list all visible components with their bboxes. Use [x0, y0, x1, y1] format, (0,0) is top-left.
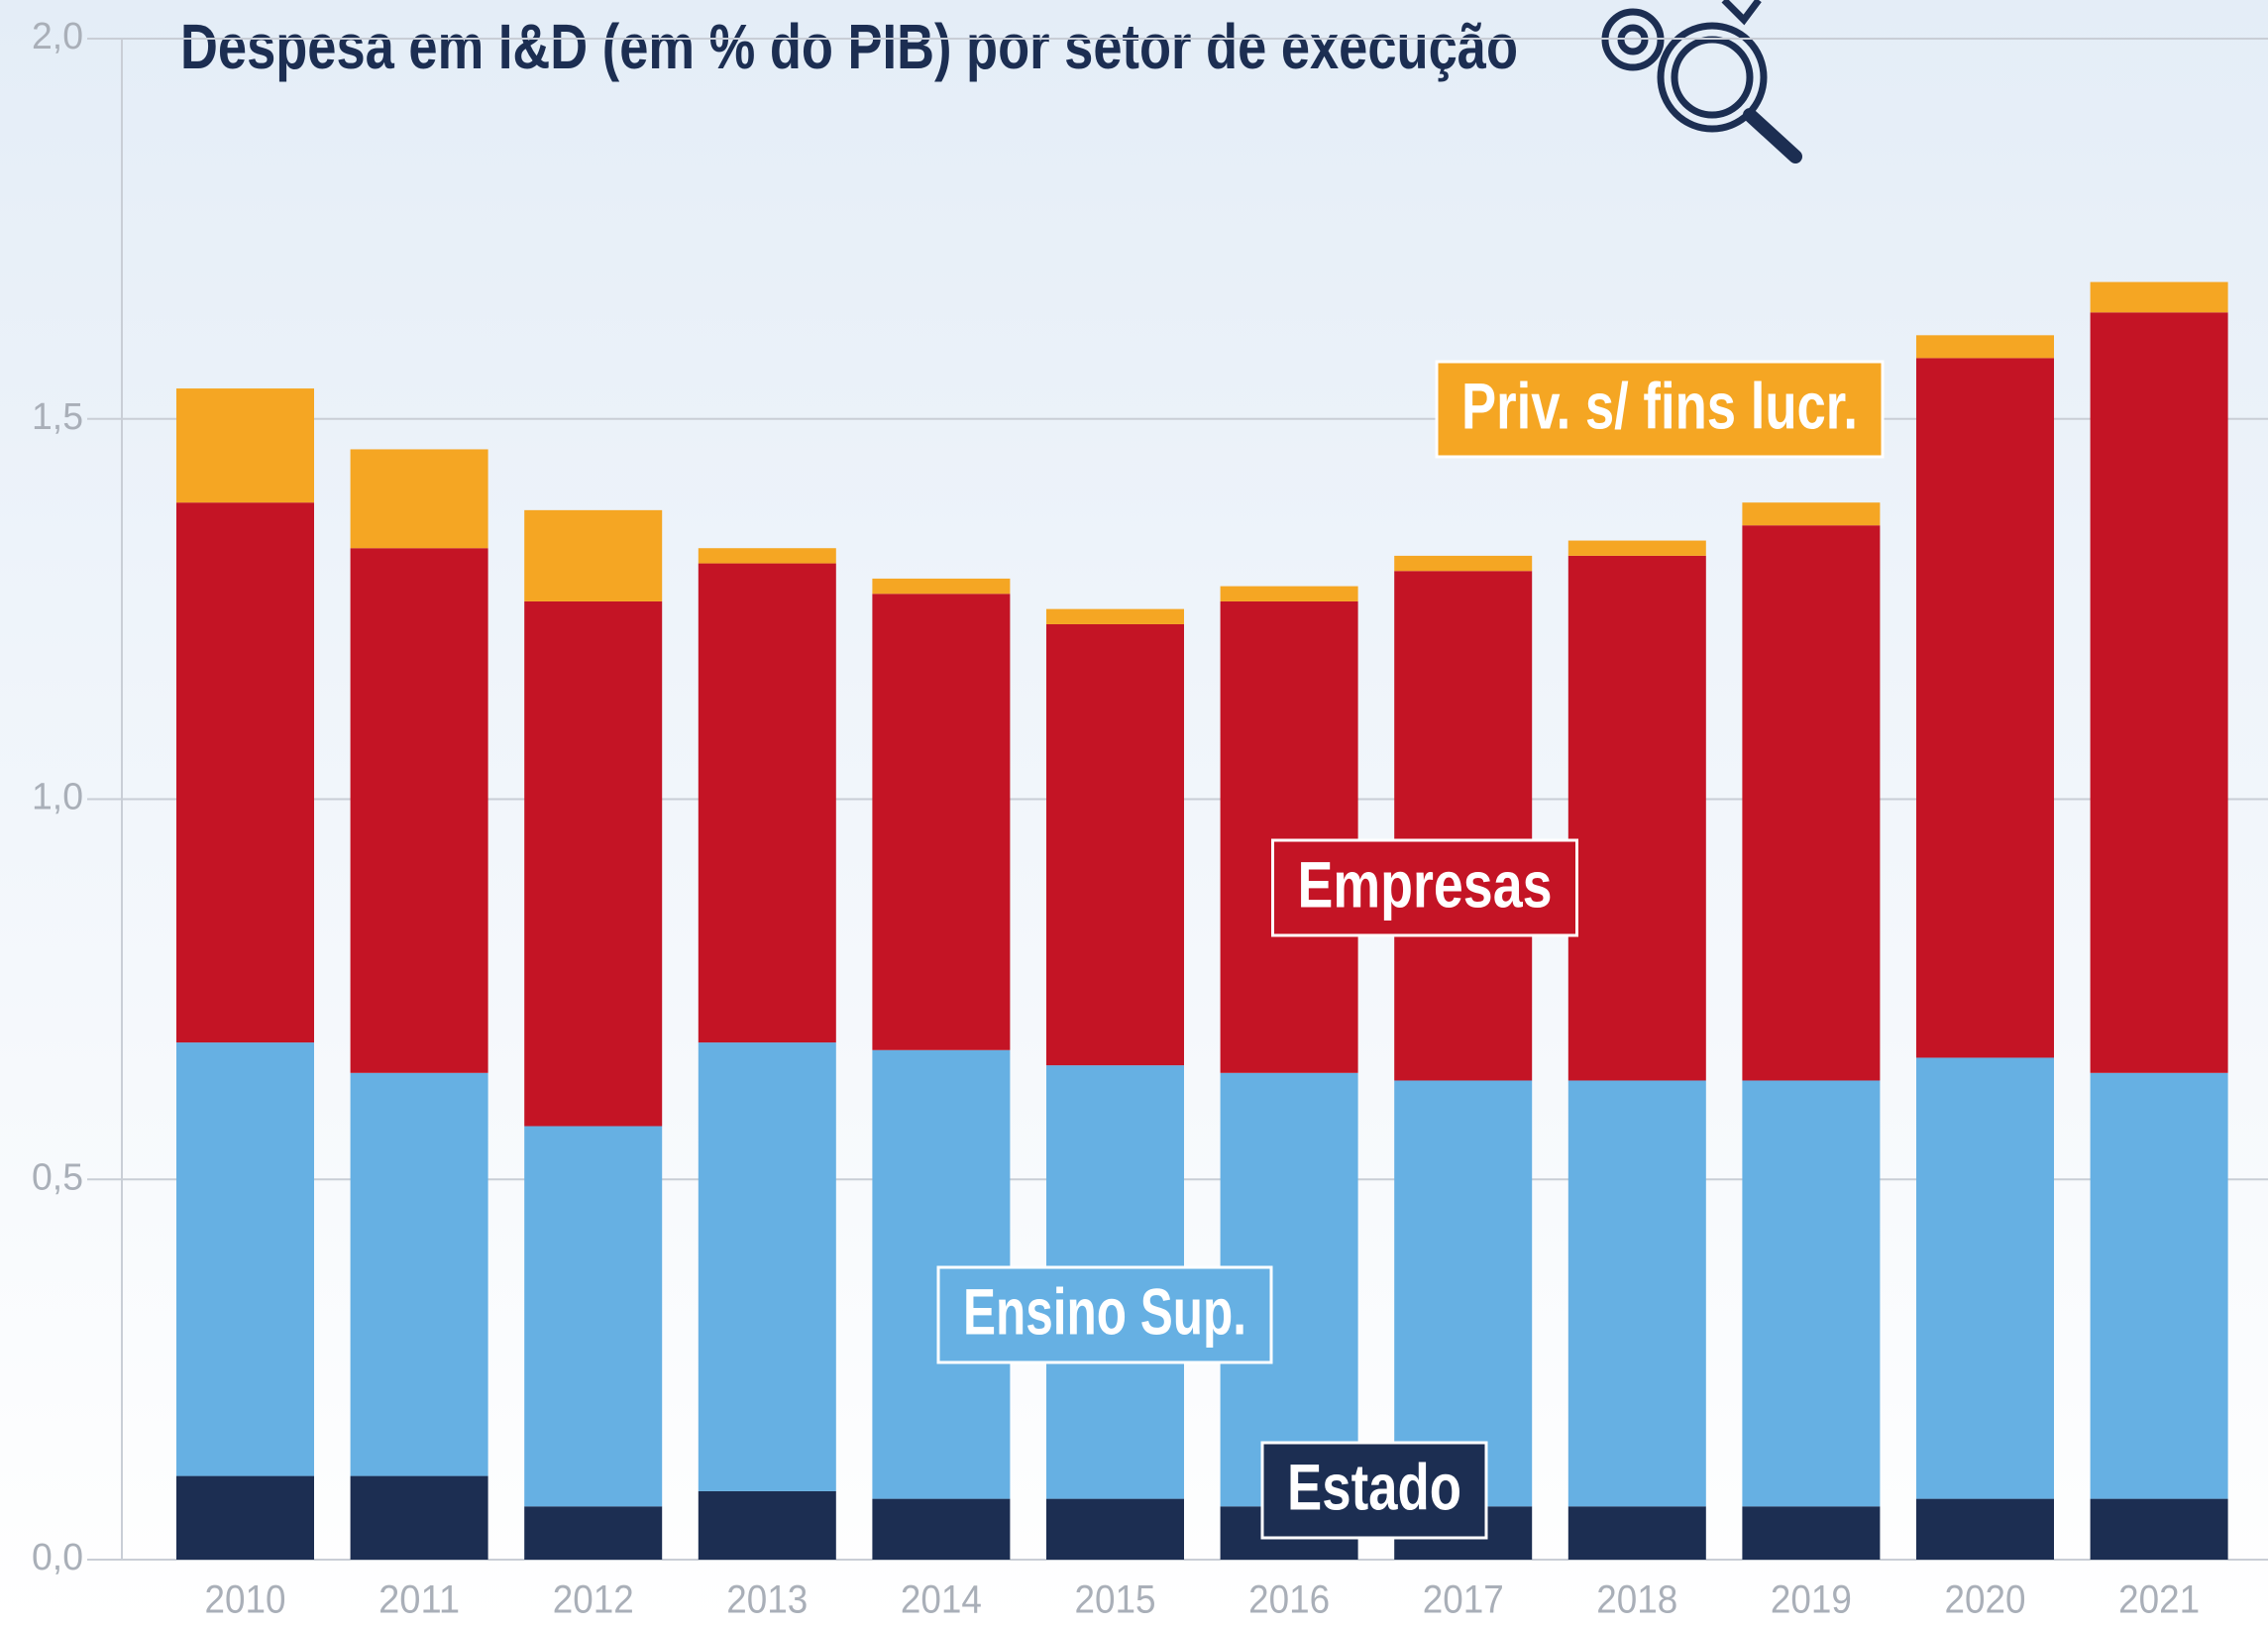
bar-segment: [872, 594, 1011, 1050]
bar-segment: [176, 388, 314, 503]
x-tick-label: 2015: [1075, 1578, 1156, 1622]
y-tick-label: 0,0: [32, 1537, 83, 1578]
y-tick-label: 1,5: [32, 396, 83, 438]
bar-segment: [524, 600, 663, 1127]
legend-box: [1271, 838, 1578, 937]
bar-segment: [176, 1475, 314, 1560]
bar-segment: [1220, 600, 1358, 1073]
bar-segment: [698, 548, 836, 564]
bar-segment: [1046, 623, 1184, 1066]
y-tick-label: 2,0: [32, 16, 83, 57]
bar-segment: [1916, 335, 2054, 359]
bar-segment: [1220, 586, 1358, 601]
bar-segment: [350, 548, 488, 1073]
bar-segment: [2090, 312, 2228, 1073]
legend-label: Estado: [1287, 1450, 1461, 1523]
bar-segment: [698, 563, 836, 1043]
x-tick-label: 2014: [901, 1578, 982, 1622]
legend-box: [936, 1265, 1273, 1364]
bar-segment: [1916, 1498, 2054, 1560]
bar-segment: [2090, 281, 2228, 313]
x-tick-label: 2011: [378, 1578, 460, 1622]
x-tick-label: 2018: [1596, 1578, 1677, 1622]
bar-segment: [872, 578, 1011, 595]
bar-segment: [1394, 1080, 1533, 1507]
x-tick-label: 2016: [1248, 1578, 1330, 1622]
bar-segment: [1567, 540, 1706, 556]
x-tick-label: 2013: [726, 1578, 808, 1622]
bar-segment: [1742, 1080, 1881, 1507]
bar-segment: [524, 1506, 663, 1560]
bar-segment: [1742, 525, 1881, 1081]
legend-label: Ensino Sup.: [963, 1274, 1246, 1348]
bar-segment: [2090, 1498, 2228, 1560]
legend-box: [1435, 360, 1885, 459]
bar-segment: [350, 1475, 488, 1560]
x-tick-label: 2020: [1945, 1578, 2026, 1622]
bar-segment: [1742, 502, 1881, 526]
bar-segment: [1046, 1498, 1184, 1560]
bar-segment: [1916, 1057, 2054, 1499]
bar-segment: [1046, 608, 1184, 624]
bar-segment: [698, 1042, 836, 1491]
chart-title: Despesa em I&D (em % do PIB) por setor d…: [180, 11, 1518, 82]
y-tick-label: 0,5: [32, 1156, 83, 1198]
bar-segment: [176, 1042, 314, 1476]
bar-segment: [1394, 571, 1533, 1081]
bar-segment: [1567, 1080, 1706, 1507]
legend-label: Priv. s/ fins lucr.: [1461, 369, 1858, 442]
bar-segment: [1916, 358, 2054, 1058]
x-tick-label: 2012: [553, 1578, 634, 1622]
bar-segment: [1567, 555, 1706, 1081]
legend-box: [1260, 1441, 1488, 1540]
bar-segment: [1394, 555, 1533, 572]
bar-segment: [698, 1490, 836, 1560]
x-tick-label: 2017: [1423, 1578, 1504, 1622]
bar-segment: [872, 1498, 1011, 1560]
bar-segment: [350, 449, 488, 549]
x-tick-label: 2019: [1771, 1578, 1852, 1622]
x-tick-label: 2021: [2118, 1578, 2200, 1622]
x-tick-label: 2010: [205, 1578, 286, 1622]
bar-segment: [350, 1072, 488, 1476]
bar-segment: [1742, 1506, 1881, 1560]
bar-segment: [1567, 1506, 1706, 1560]
bar-segment: [2090, 1072, 2228, 1499]
legend-label: Empresas: [1298, 847, 1553, 921]
bar-segment: [176, 502, 314, 1043]
bar-segment: [524, 1126, 663, 1507]
bar-segment: [524, 509, 663, 601]
y-tick-label: 1,0: [32, 777, 83, 818]
